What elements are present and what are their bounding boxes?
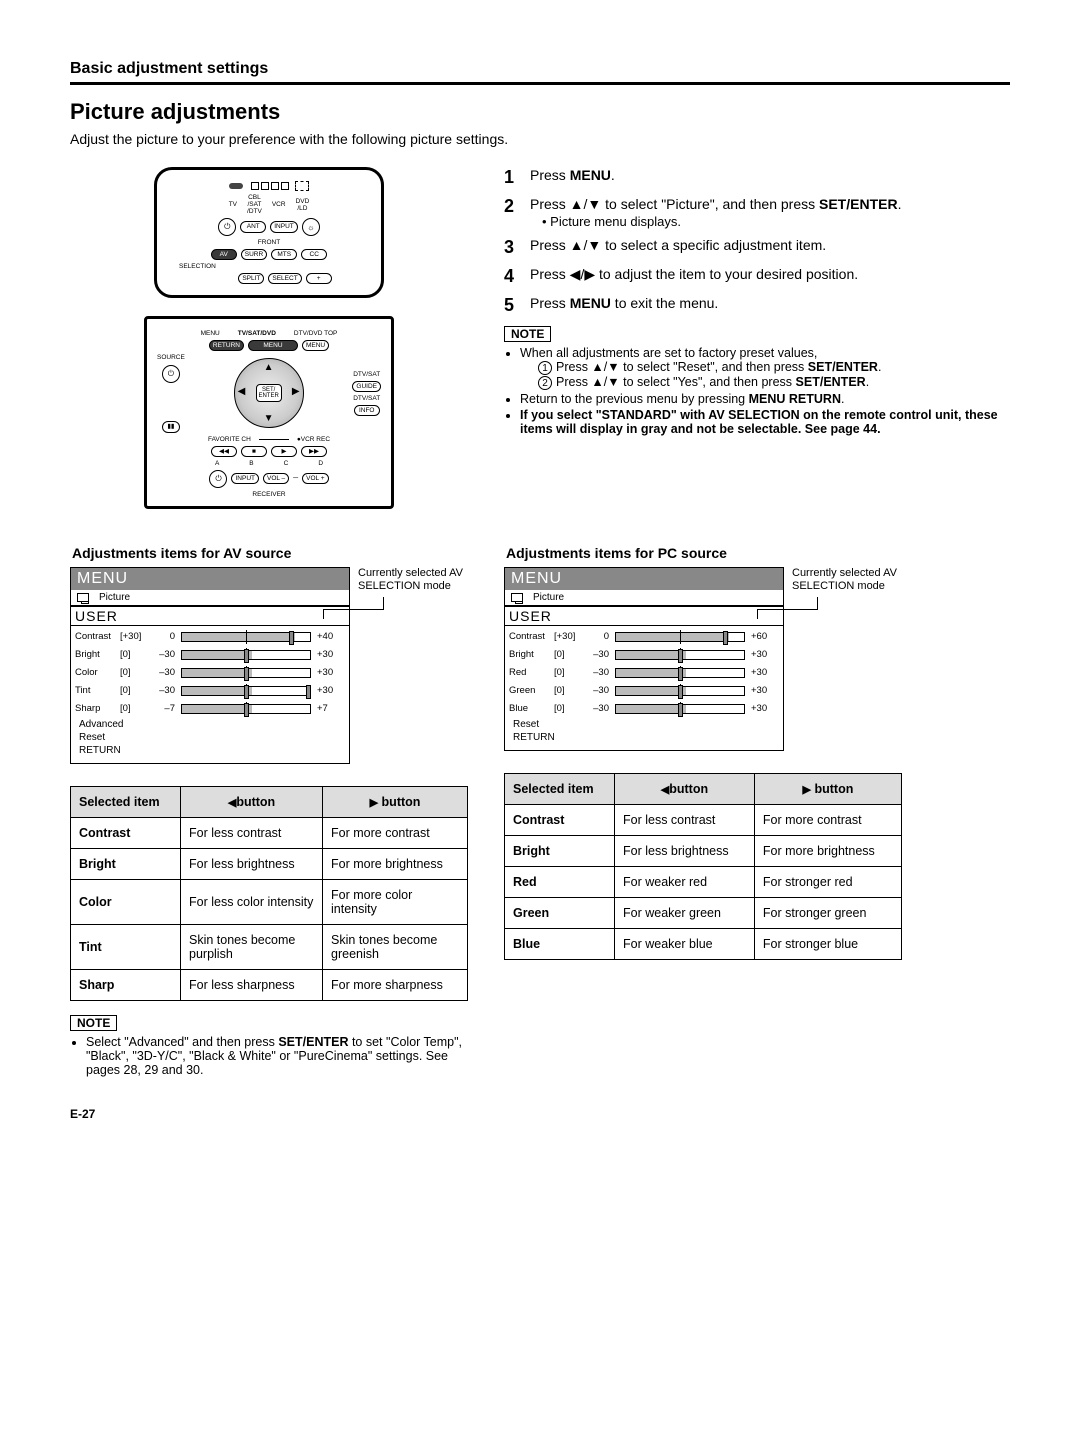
note2: Select "Advanced" and then press SET/ENT… bbox=[70, 1035, 468, 1077]
av-heading: Adjustments items for AV source bbox=[72, 545, 468, 561]
pc-heading: Adjustments items for PC source bbox=[506, 545, 902, 561]
steps-list: 1Press MENU.2Press ▲/▼ to select "Pictur… bbox=[504, 167, 1010, 316]
remote-bottom-diagram: MENU TV/SAT/DVD DTV/DVD TOP RETURN MENU … bbox=[144, 316, 394, 508]
note-badge-2: NOTE bbox=[70, 1015, 117, 1031]
section-header: Basic adjustment settings bbox=[70, 60, 1010, 78]
section-divider bbox=[70, 82, 1010, 85]
pc-osd: MENUPictureUSERContrast[+30]0+60Bright[0… bbox=[504, 567, 784, 751]
page-number: E-27 bbox=[70, 1107, 1010, 1121]
intro-text: Adjust the picture to your preference wi… bbox=[70, 131, 1010, 147]
av-callout: Currently selected AV SELECTION mode bbox=[358, 567, 476, 593]
note-badge: NOTE bbox=[504, 326, 551, 342]
page-title: Picture adjustments bbox=[70, 99, 1010, 125]
av-table: Selected item◀button▶ buttonContrastFor … bbox=[70, 786, 468, 1001]
remote-top-diagram: TV CBL /SAT /DTV VCR DVD /LD ⏻ ANT INPUT… bbox=[154, 167, 384, 298]
av-osd: MENUPictureUSERContrast[+30]0+40Bright[0… bbox=[70, 567, 350, 764]
note-content: When all adjustments are set to factory … bbox=[504, 346, 1010, 436]
pc-callout: Currently selected AV SELECTION mode bbox=[792, 567, 910, 593]
pc-table: Selected item◀button▶ buttonContrastFor … bbox=[504, 773, 902, 960]
